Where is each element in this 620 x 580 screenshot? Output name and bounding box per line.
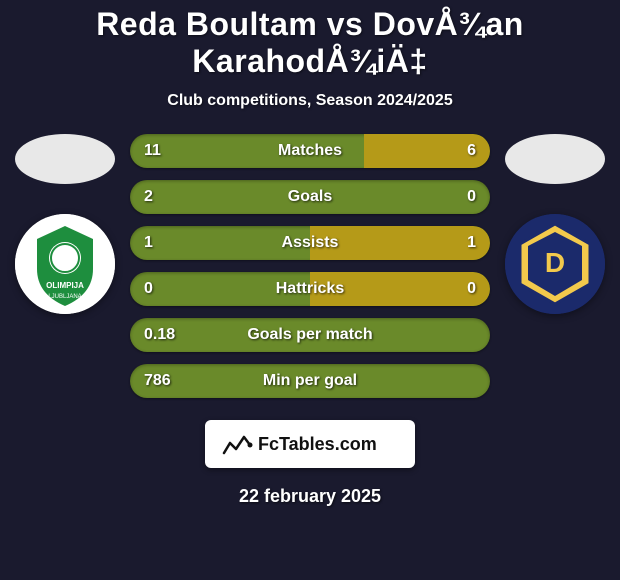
fctables-logo-icon: [224, 437, 253, 453]
stat-fill-right: [364, 134, 490, 168]
stat-value-right: 0: [467, 188, 476, 206]
stat-value-left: 786: [144, 372, 171, 390]
stat-row: Min per goal786: [130, 364, 490, 398]
stat-value-left: 1: [144, 234, 153, 252]
player-silhouette-left: [15, 134, 115, 184]
stat-row: Hattricks00: [130, 272, 490, 306]
stat-row: Goals per match0.18: [130, 318, 490, 352]
stat-value-left: 0: [144, 280, 153, 298]
right-player-column: D: [495, 134, 615, 314]
fctables-label: FcTables.com: [258, 434, 377, 454]
stat-row: Matches116: [130, 134, 490, 168]
svg-text:D: D: [545, 247, 565, 278]
svg-text:LJUBLJANA: LJUBLJANA: [48, 294, 81, 300]
subtitle: Club competitions, Season 2024/2025: [167, 92, 452, 110]
date-line: 22 february 2025: [239, 486, 381, 507]
club-badge-left: OLIMPIJA LJUBLJANA: [15, 214, 115, 314]
fctables-badge[interactable]: FcTables.com: [205, 420, 415, 468]
stat-row: Assists11: [130, 226, 490, 260]
stat-row: Goals2 0: [130, 180, 490, 214]
stats-column: Matches116 Goals2 0 Assists11 Hattricks00 Goa…: [125, 134, 495, 410]
club-badge-left-text: OLIMPIJA: [46, 281, 84, 290]
stat-label: Goals: [130, 188, 490, 206]
club-badge-right: D: [505, 214, 605, 314]
stat-fill-right: [310, 272, 490, 306]
stat-value-left: 11: [144, 142, 161, 160]
stat-label: Goals per match: [130, 326, 490, 344]
stat-value-left: 2: [144, 188, 153, 206]
stat-label: Min per goal: [130, 372, 490, 390]
stat-value-left: 0.18: [144, 326, 175, 344]
player-silhouette-right: [505, 134, 605, 184]
content-area: OLIMPIJA LJUBLJANA Matches116 Goals2 0 Assi…: [0, 134, 620, 410]
left-player-column: OLIMPIJA LJUBLJANA: [5, 134, 125, 314]
page-title: Reda Boultam vs DovÅ¾an KarahodÅ¾iÄ‡: [0, 6, 620, 80]
stat-fill-right: [310, 226, 490, 260]
comparison-infographic: Reda Boultam vs DovÅ¾an KarahodÅ¾iÄ‡ Clu…: [0, 0, 620, 580]
